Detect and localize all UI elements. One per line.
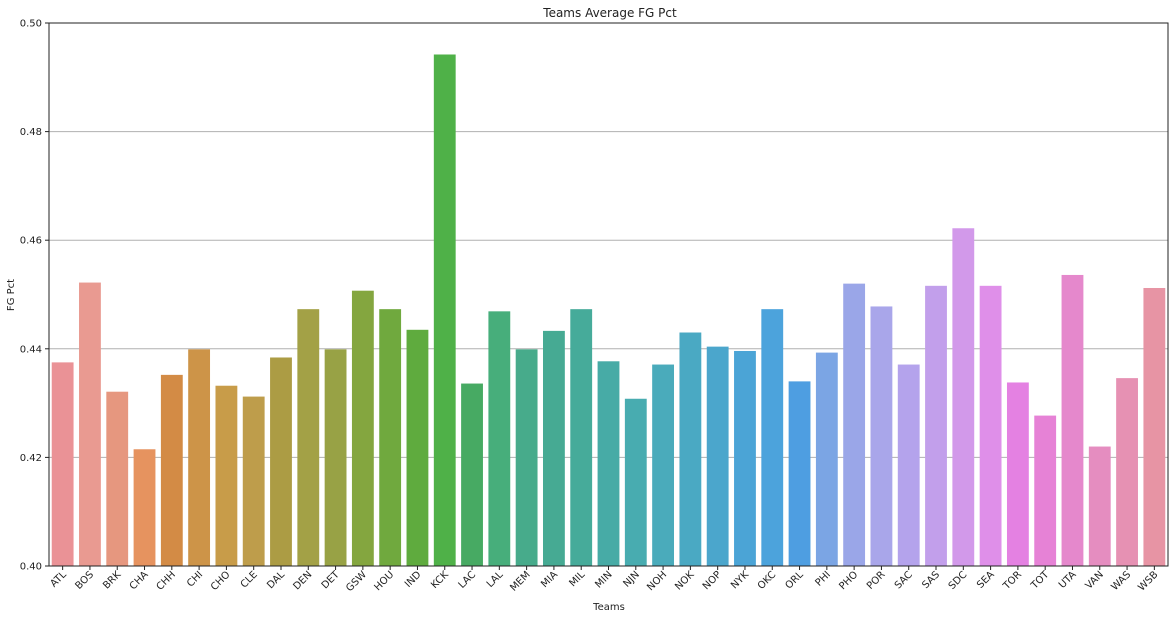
y-axis-ticks: 0.40 0.42 0.44 0.46 0.48 0.50: [20, 19, 49, 573]
bar-mil: [570, 309, 593, 566]
bar-mem: [515, 349, 538, 566]
x-tick-label: VAN: [1084, 569, 1106, 591]
bar-okc: [761, 309, 784, 566]
bar-nop: [706, 346, 729, 566]
bar-min: [597, 361, 620, 566]
bar-cho: [215, 385, 238, 566]
bar-bos: [79, 282, 101, 566]
x-tick-label: SDC: [947, 569, 970, 592]
x-tick-label: MIA: [539, 569, 560, 590]
y-axis-label: FG Pct: [6, 279, 17, 311]
bar-tor: [1006, 382, 1029, 566]
y-tick-label: 0.50: [20, 19, 42, 30]
bar-van: [1088, 446, 1111, 566]
x-tick-label: NJN: [621, 569, 641, 589]
x-tick-label: CHH: [155, 569, 178, 592]
x-tick-label: PHI: [814, 569, 833, 588]
x-tick-label: ORL: [783, 569, 805, 591]
x-tick-label: LAC: [457, 569, 479, 591]
x-tick-label: WAS: [1109, 569, 1133, 593]
bar-sac: [897, 364, 920, 566]
y-tick-label: 0.40: [20, 562, 42, 573]
bar-nok: [679, 332, 702, 566]
bar-por: [870, 306, 893, 566]
x-tick-label: SAS: [920, 569, 942, 591]
bar-noh: [652, 364, 675, 566]
bar-atl: [51, 362, 74, 566]
bars: [51, 54, 1166, 567]
x-tick-label: MIN: [593, 569, 614, 590]
bar-cle: [242, 396, 265, 566]
x-tick-label: CHA: [128, 569, 151, 592]
bar-det: [324, 349, 347, 566]
bar-was: [1116, 378, 1138, 566]
bar-chi: [188, 349, 211, 566]
x-tick-label: DEN: [291, 569, 314, 592]
chart-title: Teams Average FG Pct: [542, 6, 677, 20]
y-tick-label: 0.46: [20, 236, 42, 247]
x-tick-label: PHO: [837, 569, 860, 592]
bar-den: [297, 309, 320, 566]
bar-cha: [133, 449, 156, 566]
bar-brk: [106, 391, 129, 566]
bar-njn: [624, 398, 647, 566]
x-tick-label: CHI: [185, 569, 205, 589]
bar-lal: [488, 311, 511, 566]
x-tick-label: WSB: [1136, 569, 1160, 593]
x-tick-label: OKC: [756, 569, 779, 592]
bar-kck: [433, 54, 456, 567]
x-tick-label: CLE: [239, 569, 260, 590]
x-tick-label: NOP: [701, 569, 724, 592]
x-tick-label: TOT: [1029, 569, 1052, 592]
x-tick-label: DET: [320, 569, 343, 592]
bar-hou: [379, 309, 402, 566]
x-tick-label: KCK: [429, 569, 451, 591]
x-tick-label: CHO: [209, 569, 233, 593]
x-axis-ticks: ATL BOS BRK CHA CHH CHI CHO CLE DAL DEN DET GSW HOU I…: [48, 566, 1161, 594]
x-axis-label: Teams: [592, 602, 625, 613]
bar-tot: [1034, 415, 1057, 566]
bar-sas: [925, 285, 947, 566]
bar-nyk: [734, 350, 756, 566]
bar-orl: [788, 381, 811, 566]
y-tick-label: 0.42: [20, 453, 42, 464]
bar-dal: [270, 357, 292, 566]
bar-chh: [160, 374, 183, 566]
x-tick-label: ATL: [48, 569, 69, 590]
x-tick-label: MEM: [508, 569, 532, 593]
x-tick-label: TOR: [1001, 569, 1024, 592]
x-tick-label: UTA: [1057, 569, 1079, 591]
bar-gsw: [351, 290, 374, 566]
x-tick-label: NOH: [645, 569, 669, 593]
x-tick-label: BOS: [73, 569, 96, 592]
x-tick-label: NOK: [673, 569, 697, 593]
y-tick-label: 0.48: [20, 127, 42, 138]
x-tick-label: GSW: [344, 569, 369, 594]
bar-pho: [843, 283, 866, 566]
x-tick-label: MIL: [567, 569, 587, 589]
x-tick-label: SEA: [975, 569, 997, 591]
x-tick-label: HOU: [372, 569, 396, 593]
bar-lac: [461, 383, 483, 566]
bar-mia: [542, 330, 565, 566]
bar-sea: [979, 285, 1002, 566]
x-tick-label: SAC: [893, 569, 915, 591]
bar-phi: [815, 352, 838, 566]
bar-sdc: [952, 228, 975, 566]
x-tick-label: LAL: [485, 569, 506, 590]
y-tick-label: 0.44: [20, 344, 42, 355]
bar-wsb: [1143, 287, 1166, 566]
bar-uta: [1061, 274, 1084, 566]
x-tick-label: BRK: [101, 569, 123, 591]
x-tick-label: IND: [403, 569, 424, 590]
bar-ind: [406, 329, 429, 566]
x-tick-label: NYK: [729, 569, 751, 591]
x-tick-label: POR: [865, 569, 888, 592]
x-tick-label: DAL: [265, 569, 287, 591]
